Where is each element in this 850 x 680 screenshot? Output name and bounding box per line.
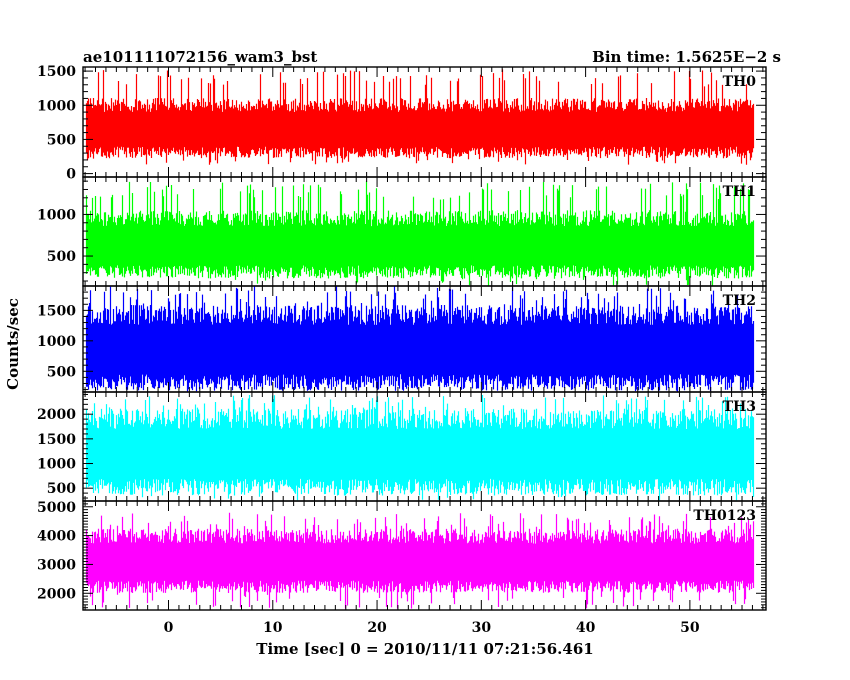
- x-axis-label: Time [sec] 0 = 2010/11/11 07:21:56.461: [256, 640, 593, 658]
- series-line-th0: [85, 69, 755, 165]
- y-tick-label: 1500: [37, 64, 76, 80]
- x-tick-label: 30: [472, 620, 492, 636]
- panel-label: TH1: [723, 184, 756, 200]
- y-tick-label: 1500: [37, 432, 76, 448]
- panel-th0123: 2000 3000 4000 5000 TH0123: [37, 500, 767, 611]
- panel-label: TH0123: [693, 508, 756, 524]
- y-tick-label: 4000: [37, 529, 76, 545]
- x-tick-label: 0: [164, 620, 174, 636]
- panel-label: TH3: [723, 399, 756, 415]
- series-line-th1: [85, 181, 755, 286]
- y-tick-label: 0: [66, 167, 76, 183]
- panel-th3: 500 1000 1500 2000 TH3: [37, 391, 767, 502]
- y-tick-label: 1000: [37, 207, 76, 223]
- y-tick-label: 500: [47, 481, 76, 497]
- panel-label: TH2: [723, 293, 756, 309]
- y-tick-label: 1000: [37, 334, 76, 350]
- y-tick-label: 2000: [37, 586, 76, 602]
- series-line-th2: [85, 286, 755, 392]
- x-tick-label: 40: [576, 620, 596, 636]
- panel-th2: 500 1000 1500 TH2: [37, 285, 767, 393]
- y-tick-label: 1500: [37, 303, 76, 319]
- x-tick-label: 20: [367, 620, 387, 636]
- y-tick-label: 1000: [37, 457, 76, 473]
- x-tick-label: 50: [680, 620, 700, 636]
- panel-th1: 500 1000 TH1: [37, 176, 767, 287]
- panel-label: TH0: [723, 74, 757, 90]
- y-tick-label: 2000: [37, 407, 76, 423]
- series-line-th3: [85, 395, 755, 501]
- panel-th0: 0 500 1000 1500 TH0: [37, 64, 767, 183]
- y-tick-label: 500: [47, 132, 76, 148]
- x-tick-label: 10: [263, 620, 283, 636]
- y-tick-label: 500: [47, 364, 76, 380]
- y-tick-label: 1000: [37, 98, 76, 114]
- y-axis-label: Counts/sec: [4, 298, 22, 390]
- y-tick-label: 500: [47, 249, 76, 265]
- x-tick-labels: 0 10 20 30 40 50: [164, 620, 700, 636]
- y-tick-label: 5000: [37, 500, 76, 516]
- series-line-th0123: [85, 512, 755, 609]
- bin-time-label: Bin time: 1.5625E−2 s: [592, 48, 781, 66]
- panels-group: 050010001500TH05001000TH150010001500TH25…: [37, 64, 767, 611]
- y-tick-label: 3000: [37, 557, 76, 573]
- figure-title: ae101111072156_wam3_bst: [83, 48, 317, 66]
